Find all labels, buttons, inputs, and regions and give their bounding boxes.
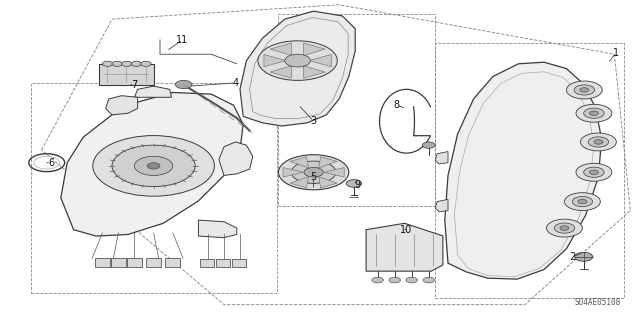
Text: 10: 10 <box>400 225 413 235</box>
FancyBboxPatch shape <box>232 259 246 267</box>
Text: S04AE05108: S04AE05108 <box>575 298 621 307</box>
Polygon shape <box>445 62 602 279</box>
Circle shape <box>564 193 600 211</box>
Circle shape <box>285 54 310 67</box>
Polygon shape <box>319 157 337 168</box>
Circle shape <box>580 133 616 151</box>
Polygon shape <box>270 43 292 56</box>
Text: 4: 4 <box>232 78 239 88</box>
Polygon shape <box>61 93 243 236</box>
Polygon shape <box>309 55 332 67</box>
FancyBboxPatch shape <box>216 259 230 267</box>
Circle shape <box>560 226 569 230</box>
FancyBboxPatch shape <box>95 258 110 267</box>
Polygon shape <box>303 66 325 78</box>
Circle shape <box>578 199 587 204</box>
Circle shape <box>423 277 435 283</box>
Circle shape <box>576 163 612 181</box>
Polygon shape <box>283 167 303 177</box>
Polygon shape <box>324 167 344 177</box>
Text: 5: 5 <box>310 172 317 182</box>
Polygon shape <box>290 157 308 168</box>
Text: 3: 3 <box>310 116 317 126</box>
Circle shape <box>580 88 589 92</box>
Text: 11: 11 <box>176 35 189 45</box>
Circle shape <box>131 61 141 66</box>
Circle shape <box>572 197 593 207</box>
Circle shape <box>584 108 604 118</box>
FancyBboxPatch shape <box>200 259 214 267</box>
Polygon shape <box>134 86 172 97</box>
Polygon shape <box>264 55 286 67</box>
Polygon shape <box>435 199 448 212</box>
Polygon shape <box>219 142 253 175</box>
Circle shape <box>576 104 612 122</box>
Circle shape <box>389 277 401 283</box>
Circle shape <box>291 161 336 183</box>
Circle shape <box>554 223 575 233</box>
Circle shape <box>406 277 417 283</box>
Circle shape <box>102 61 113 66</box>
Circle shape <box>588 137 609 147</box>
Text: 1: 1 <box>612 48 619 58</box>
Circle shape <box>584 167 604 177</box>
Text: 2: 2 <box>570 252 576 262</box>
Polygon shape <box>106 96 138 115</box>
Polygon shape <box>198 220 237 238</box>
Circle shape <box>134 156 173 175</box>
Circle shape <box>372 277 383 283</box>
Text: 6: 6 <box>48 158 54 168</box>
Circle shape <box>258 41 337 80</box>
FancyBboxPatch shape <box>111 258 126 267</box>
FancyBboxPatch shape <box>127 258 142 267</box>
Circle shape <box>112 61 122 66</box>
Circle shape <box>93 136 214 196</box>
FancyBboxPatch shape <box>146 258 161 267</box>
Polygon shape <box>270 66 292 78</box>
Polygon shape <box>435 152 448 164</box>
Circle shape <box>346 180 362 187</box>
Circle shape <box>566 81 602 99</box>
Circle shape <box>141 61 151 66</box>
Polygon shape <box>366 223 443 271</box>
Circle shape <box>547 219 582 237</box>
Text: 7: 7 <box>131 79 138 90</box>
Circle shape <box>574 85 595 95</box>
Circle shape <box>304 167 323 177</box>
Circle shape <box>147 163 160 169</box>
Circle shape <box>575 252 593 261</box>
FancyBboxPatch shape <box>165 258 180 267</box>
Polygon shape <box>240 11 355 126</box>
Polygon shape <box>319 177 337 188</box>
Text: 9: 9 <box>354 180 360 190</box>
Circle shape <box>175 80 192 89</box>
Polygon shape <box>290 177 308 188</box>
Circle shape <box>594 140 603 144</box>
Text: 8: 8 <box>394 100 400 110</box>
Circle shape <box>589 111 598 115</box>
FancyBboxPatch shape <box>99 64 154 85</box>
Circle shape <box>278 155 349 190</box>
Polygon shape <box>303 43 325 56</box>
Circle shape <box>122 61 132 66</box>
Circle shape <box>422 142 435 148</box>
Circle shape <box>589 170 598 174</box>
Circle shape <box>112 145 195 187</box>
